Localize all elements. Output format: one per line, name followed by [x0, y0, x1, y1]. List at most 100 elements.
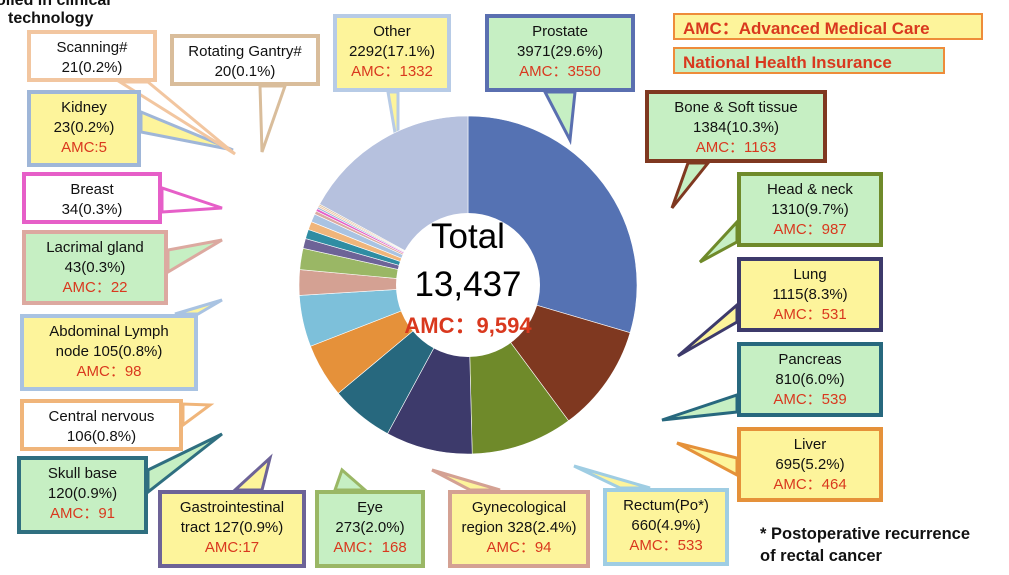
callout-gantry: Rotating Gantry# 20(0.1%)	[170, 34, 320, 86]
callout-eye: Eye 273(2.0%) AMC：168	[315, 490, 425, 568]
callout-eye-line-1: Eye	[357, 499, 383, 516]
callout-pointer-gi	[231, 453, 273, 492]
center-total-label: Total	[431, 217, 505, 256]
callout-gi-line-2: tract 127(0.9%)	[180, 519, 284, 536]
callout-cns-line-2: 106(0.8%)	[66, 428, 137, 445]
callout-pointer-kidney	[139, 109, 234, 152]
callout-skull: Skull base 120(0.9%) AMC：91	[17, 456, 148, 534]
callout-pointer-pancreas	[661, 392, 739, 422]
callout-breast-line-2: 34(0.3%)	[61, 201, 123, 218]
callout-pancreas: Pancreas 810(6.0%) AMC：539	[737, 342, 883, 417]
callout-gantry-line-2: 20(0.1%)	[214, 63, 276, 80]
callout-headneck: Head & neck 1310(9.7%) AMC：987	[737, 172, 883, 247]
callout-gi-line-3: AMC:17	[204, 539, 260, 556]
callout-headneck-line-2: 1310(9.7%)	[771, 201, 849, 218]
callout-eye-line-2: 273(2.0%)	[335, 519, 405, 536]
callout-rectum-line-3: AMC：533	[629, 537, 703, 554]
callout-prostate-line-3: AMC：3550	[519, 63, 601, 80]
callout-pointer-lung	[677, 301, 739, 358]
footnote-line-1: * Postoperative recurrence	[760, 525, 971, 543]
callout-liver-line-1: Liver	[793, 436, 827, 453]
callout-gyn-line-3: AMC：94	[486, 539, 552, 556]
callout-gi-line-1: Gastrointestinal	[179, 499, 285, 516]
callout-breast-line-1: Breast	[70, 181, 114, 198]
footnote: * Postoperative recurrence of rectal can…	[760, 523, 970, 567]
callout-scanning: Scanning# 21(0.2%)	[27, 30, 157, 82]
callout-scanning-line-1: Scanning#	[56, 39, 128, 56]
callout-pointer-abd	[174, 298, 223, 316]
callout-prostate-line-2: 3971(29.6%)	[517, 43, 603, 60]
callout-pointer-cns	[181, 402, 215, 428]
callout-rectum-line-1: Rectum(Po*)	[623, 497, 709, 514]
callout-lung-line-1: Lung	[793, 266, 827, 283]
callout-abd: Abdominal Lymph node 105(0.8%) AMC：98	[20, 314, 198, 391]
callout-liver-line-3: AMC：464	[773, 476, 847, 493]
callout-lung-line-3: AMC：531	[773, 306, 847, 323]
cropped-header-line-2: technology	[8, 10, 94, 27]
callout-headneck-line-1: Head & neck	[767, 181, 853, 198]
callout-bone: Bone & Soft tissue 1384(10.3%) AMC：1163	[645, 90, 827, 163]
callout-kidney-line-2: 23(0.2%)	[53, 119, 115, 136]
callout-lacrimal-line-3: AMC：22	[62, 279, 128, 296]
callout-pointers	[114, 80, 739, 496]
callout-pointer-liver	[676, 441, 739, 478]
callout-pointer-headneck	[698, 218, 739, 264]
callout-pancreas-line-1: Pancreas	[778, 351, 842, 368]
legend-nhi-label: National Health Insurance	[683, 53, 892, 72]
legend-amc-label: AMC：Advanced Medical Care	[683, 19, 930, 38]
callout-pointer-rectum	[573, 464, 651, 490]
callout-abd-line-2: node 105(0.8%)	[55, 343, 163, 360]
callout-pancreas-line-2: 810(6.0%)	[775, 371, 845, 388]
callout-lacrimal-line-1: Lacrimal gland	[46, 239, 144, 256]
legend-nhi: National Health Insurance	[673, 47, 945, 74]
center-amc-label: AMC：9,594	[404, 313, 532, 338]
callout-other-line-1: Other	[373, 23, 411, 40]
callout-pointer-gyn	[431, 468, 501, 492]
callout-kidney-line-3: AMC:5	[61, 139, 107, 156]
callout-bone-line-2: 1384(10.3%)	[693, 119, 779, 136]
callout-gyn-line-2: region 328(2.4%)	[461, 519, 577, 536]
callout-bone-line-3: AMC：1163	[695, 139, 777, 156]
callout-rectum-line-2: 660(4.9%)	[631, 517, 701, 534]
callout-eye-line-3: AMC：168	[333, 539, 407, 556]
callout-skull-line-1: Skull base	[47, 465, 118, 482]
callout-breast: Breast 34(0.3%)	[22, 172, 162, 224]
callout-bone-line-1: Bone & Soft tissue	[674, 99, 798, 116]
callout-cns-line-1: Central nervous	[48, 408, 155, 425]
callout-skull-line-2: 120(0.9%)	[47, 485, 118, 502]
callout-lung: Lung 1115(8.3%) AMC：531	[737, 257, 883, 332]
callout-prostate: Prostate 3971(29.6%) AMC：3550	[485, 14, 635, 92]
callout-liver: Liver 695(5.2%) AMC：464	[737, 427, 883, 502]
callout-rectum: Rectum(Po*) 660(4.9%) AMC：533	[603, 488, 729, 566]
cropped-header-line-1: olled in clinical	[0, 0, 111, 9]
center-total-value: 13,437	[414, 265, 521, 304]
callout-prostate-line-1: Prostate	[532, 23, 588, 40]
callout-other-line-2: 2292(17.1%)	[349, 43, 435, 60]
callout-pointer-gantry	[258, 84, 288, 153]
callout-headneck-line-3: AMC：987	[773, 221, 847, 238]
callout-other: Other 2292(17.1%) AMC：1332	[333, 14, 451, 92]
callout-lung-line-2: 1115(8.3%)	[772, 286, 848, 303]
callout-pointer-breast	[160, 185, 223, 214]
callout-gi: Gastrointestinal tract 127(0.9%) AMC:17	[158, 490, 306, 568]
callout-skull-line-3: AMC：91	[49, 505, 116, 522]
callout-gantry-line-1: Rotating Gantry#	[188, 43, 302, 60]
callout-pancreas-line-3: AMC：539	[773, 391, 847, 408]
callout-pointer-scanning	[114, 80, 236, 156]
callout-scanning-line-2: 21(0.2%)	[61, 59, 123, 76]
footnote-line-2: of rectal cancer	[760, 547, 882, 565]
callout-abd-line-1: Abdominal Lymph	[49, 323, 169, 340]
callout-lacrimal: Lacrimal gland 43(0.3%) AMC：22	[22, 230, 168, 305]
callout-pointer-skull	[146, 432, 223, 496]
callout-gyn-line-1: Gynecological	[471, 499, 567, 516]
callout-abd-line-3: AMC：98	[76, 363, 142, 380]
donut-hole	[396, 213, 540, 357]
legend-amc: AMC：Advanced Medical Care	[673, 13, 983, 40]
callout-cns: Central nervous 106(0.8%)	[20, 399, 183, 451]
callout-pointer-prostate	[542, 90, 577, 146]
callout-gyn: Gynecological region 328(2.4%) AMC：94	[448, 490, 590, 568]
callout-lacrimal-line-2: 43(0.3%)	[64, 259, 126, 276]
callout-kidney-line-1: Kidney	[61, 99, 107, 116]
callout-pointer-eye	[332, 467, 370, 492]
callout-liver-line-2: 695(5.2%)	[775, 456, 845, 473]
